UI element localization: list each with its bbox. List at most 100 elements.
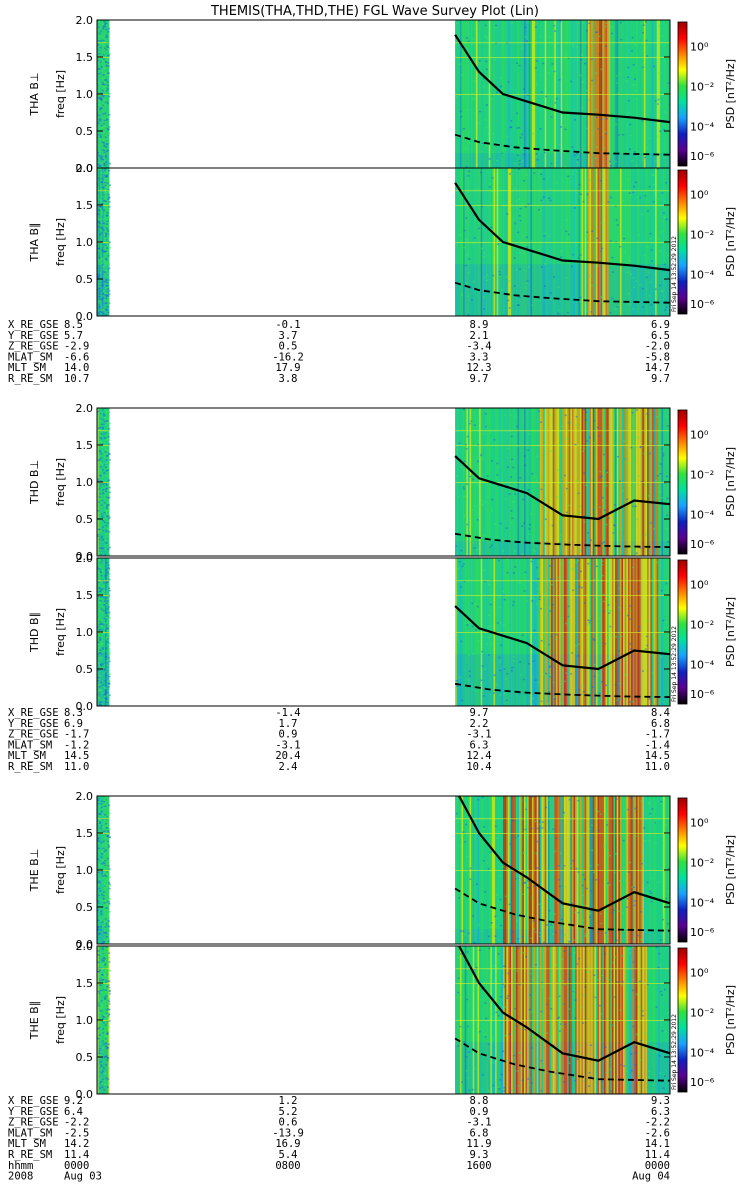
ephemeris-row-name: X_RE_GSE (8, 707, 59, 719)
spectrogram-panel-the-par: 0.0 0.5 1.0 1.5 2.0 THE B∥ freq [Hz] 10⁰ 10⁻² 10⁻… (28, 940, 737, 1101)
freq-axis-label: freq [Hz] (54, 70, 67, 118)
time-tick-label: 0000 (64, 1160, 89, 1172)
colorbar-tick-label: 10⁻⁴ (690, 269, 715, 282)
colorbar-tick-label: 10⁰ (690, 967, 709, 980)
render-timestamp: Fri Sep 14 13:52:29 2012 (671, 1014, 678, 1090)
colorbar-tick-label: 10⁻⁶ (690, 1076, 715, 1089)
ephemeris-row-name: MLT_SM (8, 1138, 46, 1150)
panel-ylabel: THD B⊥ (28, 460, 41, 505)
time-tick-label: 0000 (645, 1160, 670, 1172)
colorbar-tick-label: 10⁻² (690, 81, 714, 94)
freq-tick-label: 0.0 (76, 1088, 94, 1101)
ephemeris-row-name: MLT_SM (8, 362, 46, 374)
ephemeris-row-name: Z_RE_GSE (8, 341, 59, 353)
ephemeris-value: 5.2 (279, 1106, 298, 1118)
spectrogram-image (97, 168, 670, 316)
colorbar-tick-label: 10⁻⁴ (690, 897, 715, 910)
spectrogram-panel-tha-perp: 0.0 0.5 1.0 1.5 2.0 THA B⊥ freq [Hz] 10⁰ 10⁻² 10⁻… (28, 14, 737, 175)
series-line (454, 34, 670, 124)
ephemeris-row-name: X_RE_GSE (8, 1095, 59, 1107)
colorbar: 10⁰ 10⁻² 10⁻⁴ 10⁻⁶ PSD [nT²/Hz] (677, 797, 737, 943)
ephemeris-value: 14.0 (64, 362, 89, 374)
colorbar-label: PSD [nT²/Hz] (724, 835, 737, 905)
ephemeris-value: 14.5 (64, 750, 89, 762)
ephemeris-tha: X_RE_GSE 8.5 -0.1 8.9 6.9 Y_RE_GSE 5.7 3.7 2.1 6.… (8, 319, 670, 385)
colorbar-tick-label: 10⁻⁴ (690, 659, 715, 672)
panel-ylabel: THE B⊥ (28, 849, 41, 893)
ephemeris-value: 6.9 (651, 319, 670, 331)
ephemeris-value: -1.7 (645, 729, 670, 741)
ephemeris-value: -2.5 (64, 1127, 89, 1139)
spectrogram-image (97, 796, 670, 944)
colorbar-tick-label: 10⁻² (690, 1007, 714, 1020)
time-axis-row-label: 2008 (8, 1171, 33, 1183)
ephemeris-row-name: Y_RE_GSE (8, 330, 59, 342)
ephemeris-the: X_RE_GSE 9.2 1.2 8.8 9.3 Y_RE_GSE 6.4 5.2 0.9 6.3… (8, 1095, 670, 1161)
ephemeris-value: 8.9 (470, 319, 489, 331)
freq-tick-label: 0.5 (76, 901, 94, 914)
ephemeris-table: X_RE_GSE 8.5 -0.1 8.9 6.9 Y_RE_GSE 5.7 3.7 2.1 6.… (8, 319, 670, 1161)
time-tick-label: 1600 (466, 1160, 491, 1172)
series-line (454, 605, 670, 671)
ephemeris-row-name: Y_RE_GSE (8, 1106, 59, 1118)
series-line (457, 796, 670, 912)
freq-tick-label: 0.5 (76, 513, 94, 526)
ephemeris-value: -3.4 (466, 341, 491, 353)
freq-tick-label: 0.5 (76, 273, 94, 286)
ephemeris-value: 14.2 (64, 1138, 89, 1150)
freq-tick-label: 1.0 (76, 1014, 94, 1027)
series-line (454, 133, 670, 156)
date-tick-label: Aug 03 (64, 1171, 102, 1183)
ephemeris-value: 11.4 (64, 1149, 89, 1161)
ephemeris-value: 6.5 (651, 330, 670, 342)
ephemeris-row-name: Y_RE_GSE (8, 718, 59, 730)
ephemeris-value: 9.7 (470, 707, 489, 719)
render-timestamp: Fri Sep 14 13:52:29 2012 (671, 236, 678, 312)
colorbar-tick-label: 10⁰ (690, 429, 709, 442)
spectrogram-image (97, 558, 670, 706)
ephemeris-row-name: MLAT_SM (8, 351, 52, 363)
ephemeris-value: -1.7 (64, 729, 89, 741)
ephemeris-row-name: MLAT_SM (8, 1127, 52, 1139)
ephemeris-value: -2.2 (64, 1117, 89, 1129)
ephemeris-value: 6.3 (470, 739, 489, 751)
ephemeris-value: 9.3 (470, 1149, 489, 1161)
freq-tick-label: 1.5 (76, 827, 94, 840)
colorbar-tick-label: 10⁻⁶ (690, 688, 715, 701)
ephemeris-value: -2.0 (645, 341, 670, 353)
freq-tick-label: 1.5 (76, 199, 94, 212)
ephemeris-row-name: MLT_SM (8, 750, 46, 762)
colorbar-tick-label: 10⁻² (690, 619, 714, 632)
ephemeris-value: -0.1 (275, 319, 300, 331)
series-line (454, 682, 670, 698)
panel-ylabel: THA B∥ (28, 222, 41, 262)
ephemeris-value: -3.1 (466, 729, 491, 741)
ephemeris-value: 14.5 (645, 750, 670, 762)
freq-tick-label: 0.0 (76, 162, 94, 175)
ephemeris-value: 2.2 (470, 718, 489, 730)
ephemeris-value: 3.7 (279, 330, 298, 342)
colorbar: 10⁰ 10⁻² 10⁻⁴ 10⁻⁶ PSD [nT²/Hz] (677, 21, 737, 167)
ephemeris-value: 0.9 (279, 729, 298, 741)
ephemeris-value: 3.3 (470, 351, 489, 363)
ephemeris-value: 0.5 (279, 341, 298, 353)
ephemeris-value: -1.4 (275, 707, 300, 719)
ephemeris-row-name: Z_RE_GSE (8, 729, 59, 741)
colorbar-tick-label: 10⁻⁴ (690, 1047, 715, 1060)
ephemeris-value: 8.5 (64, 319, 83, 331)
spectrogram-image (97, 946, 670, 1094)
ephemeris-row-name: Z_RE_GSE (8, 1117, 59, 1129)
freq-axis-label: freq [Hz] (54, 608, 67, 656)
freq-tick-label: 2.0 (76, 14, 94, 27)
colorbar-tick-label: 10⁻⁶ (690, 538, 715, 551)
series-line (454, 1037, 670, 1082)
ephemeris-value: 2.4 (279, 761, 298, 773)
freq-tick-label: 1.5 (76, 977, 94, 990)
plot-title: THEMIS(THA,THD,THE) FGL Wave Survey Plot… (210, 4, 539, 19)
ephemeris-value: 12.4 (466, 750, 491, 762)
time-axis-row-label: hhmm (8, 1160, 33, 1172)
ephemeris-value: 16.9 (275, 1138, 300, 1150)
series-line (454, 281, 670, 304)
